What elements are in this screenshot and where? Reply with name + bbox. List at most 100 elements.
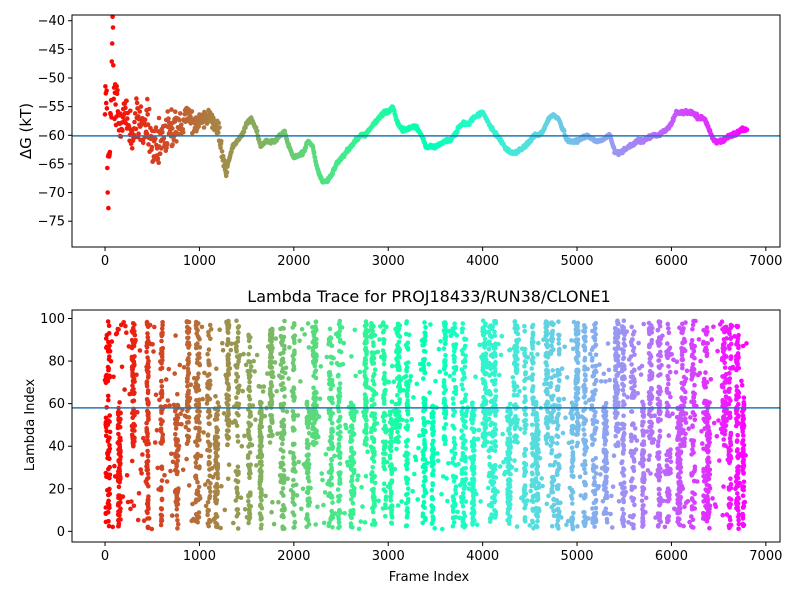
dg-point [170,142,175,147]
lambda-point [195,327,200,333]
dg-point [104,88,109,93]
lambda-point [556,483,561,488]
dg-point [312,155,318,161]
lambda-point [404,418,410,424]
lambda-point [480,421,485,426]
lambda-point [404,508,410,513]
lambda-point [452,426,457,431]
lambda-point [312,402,318,407]
dg-point [134,96,139,101]
lambda-point [543,437,549,442]
dg-point [145,112,150,117]
lambda-point [512,426,518,431]
lambda-point [278,447,284,452]
lambda-point [186,434,192,440]
lambda-point [492,333,498,339]
lambda-point [281,514,286,520]
lambda-point [397,354,402,360]
lambda-point [554,470,560,476]
lambda-point [493,413,498,418]
lambda-point [522,359,528,364]
lambda-point [185,335,190,341]
lambda-point [492,366,498,372]
lambda-point [107,505,112,511]
lambda-point [174,471,180,477]
lambda-point [130,441,136,446]
y-tick-label: −75 [38,215,65,230]
lambda-point [226,382,231,387]
lambda-point [394,408,400,414]
lambda-point [206,508,211,513]
lambda-point [461,486,467,492]
lambda-point [471,464,477,469]
lambda-point [363,396,369,402]
lambda-point [513,349,518,355]
lambda-point [543,329,549,335]
lambda-point [522,364,527,369]
lambda-point [117,442,122,448]
lambda-point [291,477,296,483]
lambda-point [522,323,527,329]
lambda-point [247,475,252,481]
lambda-point [383,489,388,494]
lambda-point [257,431,263,436]
lambda-point [146,373,151,379]
lambda-point [387,440,393,445]
y-tick-label: −45 [38,43,65,58]
lambda-point [116,509,121,514]
dg-point [219,149,225,154]
lambda-point [215,491,220,497]
lambda-point [206,379,211,384]
dg-point [136,131,141,136]
dg-point [151,158,156,163]
lambda-point [569,400,575,406]
lambda-point [405,486,411,491]
lambda-point [335,494,341,499]
dg-point [156,160,161,165]
lambda-point [405,499,411,505]
lambda-point [144,364,149,370]
lambda-point [193,322,199,328]
dg-point [173,109,178,114]
lambda-point [472,447,477,453]
lambda-point [106,366,111,371]
lambda-point [549,475,555,480]
lambda-point [336,372,341,378]
lambda-point [404,443,409,449]
lambda-point [159,338,164,344]
lambda-point [259,497,264,503]
dg-point [744,127,750,132]
lambda-point [508,439,513,444]
lambda-point [523,469,529,475]
dg-point [282,128,288,134]
dg-point [174,139,179,144]
lambda-point [197,345,203,350]
lambda-point [281,326,287,331]
lambda-point [421,376,426,381]
dg-point [241,129,247,134]
lambda-point [350,525,355,530]
lambda-point [462,396,468,402]
lambda-point [507,482,512,487]
dg-point [216,130,221,135]
lambda-point [103,433,109,439]
lambda-point [369,321,374,326]
lambda-point [174,493,179,498]
lambda-point [492,362,498,368]
lambda-point [556,398,562,403]
y-tick-label: −40 [38,14,65,29]
lambda-point [511,392,517,398]
lambda-point [226,409,231,414]
lambda-point [364,417,369,423]
lambda-point [487,470,492,476]
lambda-point [364,437,369,442]
lambda-point [535,472,540,477]
lambda-point [461,371,467,376]
lambda-point [492,329,497,335]
lambda-point [459,470,465,476]
lambda-point [450,515,456,521]
lambda-point [545,400,551,406]
dg-point [160,130,165,135]
lambda-point [372,416,377,422]
lambda-point [550,440,556,445]
